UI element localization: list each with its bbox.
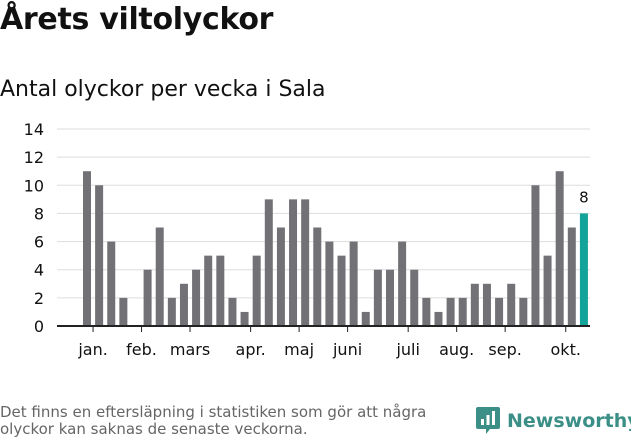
bar xyxy=(446,297,455,326)
bar xyxy=(119,297,128,326)
chart-subtitle: Antal olyckor per vecka i Sala xyxy=(0,77,326,102)
y-tick-label: 10 xyxy=(24,176,44,195)
bar xyxy=(95,185,104,326)
x-tick-label: mars xyxy=(170,340,210,359)
x-tick-label: aug. xyxy=(439,340,474,359)
bar-latest-week xyxy=(579,213,588,326)
bar xyxy=(349,241,358,326)
bar xyxy=(276,227,285,326)
bar xyxy=(422,297,431,326)
x-tick-label: feb. xyxy=(126,340,157,359)
bar xyxy=(179,283,188,326)
bar xyxy=(398,241,407,326)
bar xyxy=(264,199,273,326)
bar-chart: 0 2 4 6 8 10 12 14 8 jan. feb. mars apr. maj juni juli a… xyxy=(24,120,590,359)
bar xyxy=(373,269,382,326)
bar xyxy=(470,283,479,326)
bar xyxy=(240,311,249,326)
bar xyxy=(507,283,516,326)
x-tick-label: jan. xyxy=(77,340,107,359)
newsworthy-logo-icon xyxy=(476,407,500,434)
last-value-label: 8 xyxy=(579,188,589,206)
bar xyxy=(192,269,201,326)
bar xyxy=(204,255,213,326)
bar xyxy=(543,255,552,326)
x-tick-label: maj xyxy=(284,340,314,359)
bar xyxy=(386,269,394,326)
bar xyxy=(107,241,116,326)
bar xyxy=(567,227,576,326)
y-tick-label: 6 xyxy=(34,233,44,252)
bar xyxy=(289,199,298,326)
bar xyxy=(313,227,322,326)
bar xyxy=(252,255,261,326)
bar xyxy=(482,283,491,326)
y-tick-label: 0 xyxy=(34,317,44,336)
bar xyxy=(143,269,152,326)
bar xyxy=(228,297,237,326)
bar xyxy=(555,171,564,326)
bar xyxy=(155,227,164,326)
y-tick-label: 12 xyxy=(24,148,44,167)
footnote: Det finns en eftersläpning i statistiken… xyxy=(0,403,427,438)
bar xyxy=(83,171,91,326)
bar xyxy=(434,311,443,326)
chart-title: Årets viltolyckor xyxy=(0,2,274,37)
x-tick-label: juli xyxy=(395,340,419,359)
y-tick-label: 2 xyxy=(34,289,44,308)
x-tick-label: sep. xyxy=(488,340,521,359)
brand-name: Newsworthy xyxy=(507,410,631,432)
bar xyxy=(410,269,419,326)
x-tick-label: juni xyxy=(332,340,362,359)
bar xyxy=(519,297,528,326)
bar xyxy=(495,297,504,326)
bar xyxy=(337,255,346,326)
x-tick-label: apr. xyxy=(236,340,266,359)
y-tick-label: 14 xyxy=(24,120,44,139)
bar xyxy=(301,199,310,326)
bar xyxy=(216,255,225,326)
bar xyxy=(361,311,370,326)
y-tick-label: 8 xyxy=(34,204,44,223)
brand-logo: Newsworthy xyxy=(475,406,631,436)
bar xyxy=(531,185,540,326)
y-tick-label: 4 xyxy=(34,261,44,280)
bar xyxy=(325,241,334,326)
bar xyxy=(458,297,467,326)
x-tick-label: okt. xyxy=(551,340,581,359)
bar xyxy=(167,297,176,326)
